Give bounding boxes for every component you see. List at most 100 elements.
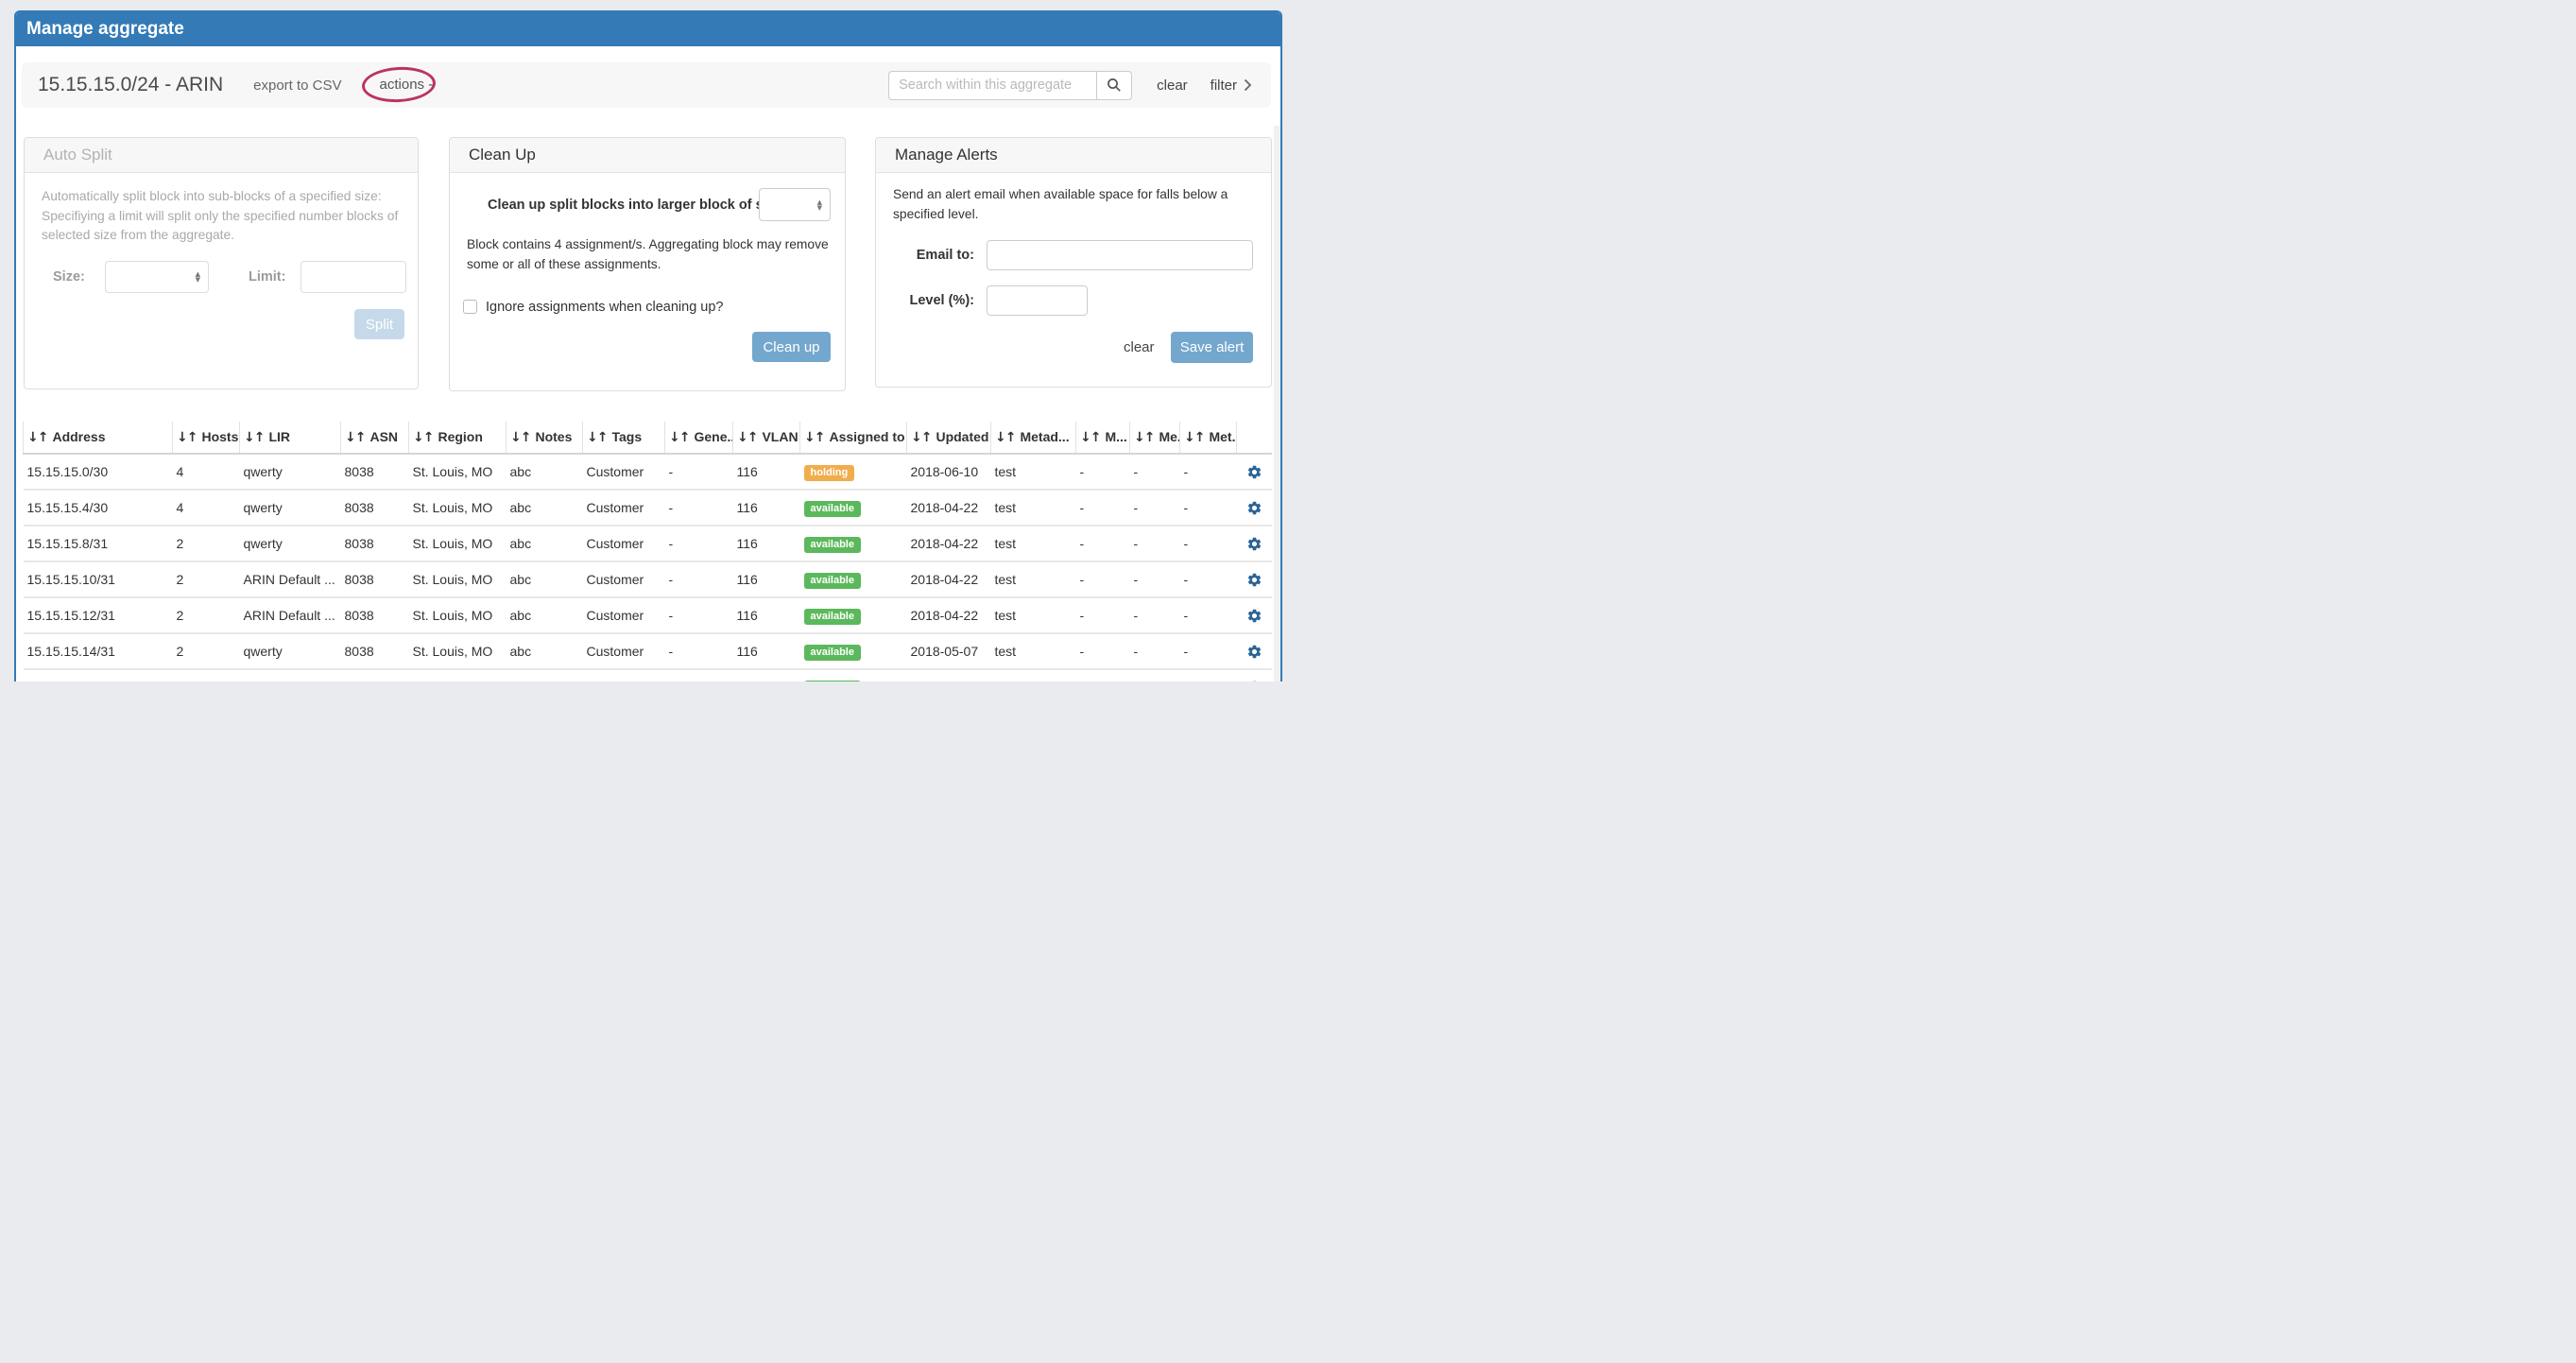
cell-updated: 2018-04-22 [906,526,991,562]
column-label: Tags [611,429,643,444]
cell-tags: Customer [582,633,665,670]
cell-meta2: - [1075,633,1130,670]
filter-link[interactable]: filter [1211,78,1252,94]
page-title: Manage aggregate [26,19,184,39]
column-header-address[interactable]: ↓↑ Address [23,422,173,455]
cell-meta3: - [1129,454,1180,491]
auto-split-description: Automatically split block into sub-block… [42,189,399,243]
cell-meta4: - [1179,597,1237,634]
clear-search-link[interactable]: clear [1157,77,1188,94]
table-row: 15.15.15.4/30 4 qwerty 8038 St. Louis, MO abc… [23,490,1272,526]
column-header-meta1[interactable]: ↓↑ Metad... [990,422,1076,455]
aggregate-title: 15.15.15.0/24 - ARIN [38,74,224,95]
cell-assigned_to: holding [799,454,907,491]
cell-vlan: 116 [732,526,800,562]
cell-updated: 2018-04-22 [906,561,991,598]
cell-meta2: - [1075,526,1130,562]
search-input[interactable] [888,70,1097,100]
column-header-region[interactable]: ↓↑ Region [408,422,507,455]
clean-up-button[interactable]: Clean up [752,332,831,362]
cell-lir: ARIN Default ... [239,597,341,634]
table-row: 15.15.15.14/31 2 qwerty 8038 St. Louis, MO ab… [23,633,1272,670]
status-badge: available [803,609,861,625]
gear-icon[interactable] [1246,644,1262,660]
cell-meta4: - [1179,526,1237,562]
gear-icon[interactable] [1246,464,1262,480]
size-select[interactable]: ▲ ▼ [105,261,209,293]
column-header-meta2[interactable]: ↓↑ M... [1075,422,1130,455]
cell-meta1: test [990,633,1076,670]
cell-row-actions [1236,561,1272,598]
column-header-assigned_to[interactable]: ↓↑ Assigned to [799,422,907,455]
cell-hosts: 16 [172,669,240,682]
column-header-meta3[interactable]: ↓↑ Me... [1129,422,1180,455]
cell-generic: - [664,597,733,634]
cell-updated: 2018-04-22 [906,597,991,634]
column-header-notes[interactable]: ↓↑ Notes [506,422,583,455]
table-row: 15.15.15.0/30 4 qwerty 8038 St. Louis, MO abc… [23,454,1272,491]
cell-asn: 8038 [340,490,409,526]
column-header-tags[interactable]: ↓↑ Tags [582,422,665,455]
cell-meta2: - [1075,597,1130,634]
cell-meta4: - [1179,490,1237,526]
cell-asn: 8038 [340,597,409,634]
cell-meta3: - [1129,633,1180,670]
column-header-generic[interactable]: ↓↑ Gene... [664,422,733,455]
cell-meta1: test [990,669,1076,682]
cell-tags: Customer [582,490,665,526]
column-header-lir[interactable]: ↓↑ LIR [239,422,341,455]
export-csv-link[interactable]: export to CSV [253,77,342,94]
search-button[interactable] [1096,70,1133,100]
cell-asn: 8038 [340,669,409,682]
actions-dropdown[interactable]: actions - [379,77,434,93]
cell-meta4: - [1179,669,1237,682]
cell-generic: - [664,561,733,598]
column-header-vlan[interactable]: ↓↑ VLAN [732,422,800,455]
cell-address: 15.15.15.14/31 [23,633,173,670]
gear-icon[interactable] [1246,536,1262,552]
cell-asn: 8038 [340,561,409,598]
cell-notes: abc [506,669,583,682]
gear-icon[interactable] [1246,572,1262,588]
cell-lir: qwerty [239,633,341,670]
email-to-label: Email to: [916,248,974,263]
column-header-hosts[interactable]: ↓↑ Hosts [172,422,240,455]
gear-icon[interactable] [1246,680,1262,682]
save-alert-button[interactable]: Save alert [1171,332,1253,363]
limit-input[interactable] [301,261,406,293]
cell-lir: qwerty [239,490,341,526]
cell-meta2: - [1075,454,1130,491]
cell-meta3: - [1129,597,1180,634]
sort-icon: ↓↑ [911,430,932,445]
cell-notes: abc [506,490,583,526]
window-titlebar: Manage aggregate [16,12,1280,46]
split-button[interactable]: Split [354,309,404,339]
cell-lir: qwerty [239,526,341,562]
sort-icon: ↓↑ [510,430,531,445]
scrollbar-track[interactable] [1274,126,1280,682]
clear-alert-link[interactable]: clear [1124,339,1155,355]
cell-assigned_to: available [799,597,907,634]
cell-row-actions [1236,597,1272,634]
cell-region: St. Louis, MO [408,561,507,598]
status-badge: available [803,573,861,589]
gear-icon[interactable] [1246,608,1262,624]
column-header-asn[interactable]: ↓↑ ASN [340,422,409,455]
manage-alerts-title: Manage Alerts [876,138,1271,173]
cell-address: 15.15.15.4/30 [23,490,173,526]
cell-tags: Customer [582,597,665,634]
column-header-meta4[interactable]: ↓↑ Met... [1179,422,1237,455]
search-icon [1108,78,1121,92]
level-input[interactable] [987,285,1088,316]
cell-meta3: - [1129,526,1180,562]
ignore-assignments-checkbox[interactable] [463,300,477,314]
cell-address: 15.15.15.10/31 [23,561,173,598]
cell-vlan: 116 [732,490,800,526]
table-body: 15.15.15.0/30 4 qwerty 8038 St. Louis, MO abc… [23,454,1272,682]
cell-meta1: test [990,526,1076,562]
clean-up-size-select[interactable]: ▲ ▼ [759,188,831,221]
clean-up-title: Clean Up [450,138,845,173]
email-to-input[interactable] [987,240,1253,270]
gear-icon[interactable] [1246,500,1262,516]
column-header-updated[interactable]: ↓↑ Updated [906,422,991,455]
